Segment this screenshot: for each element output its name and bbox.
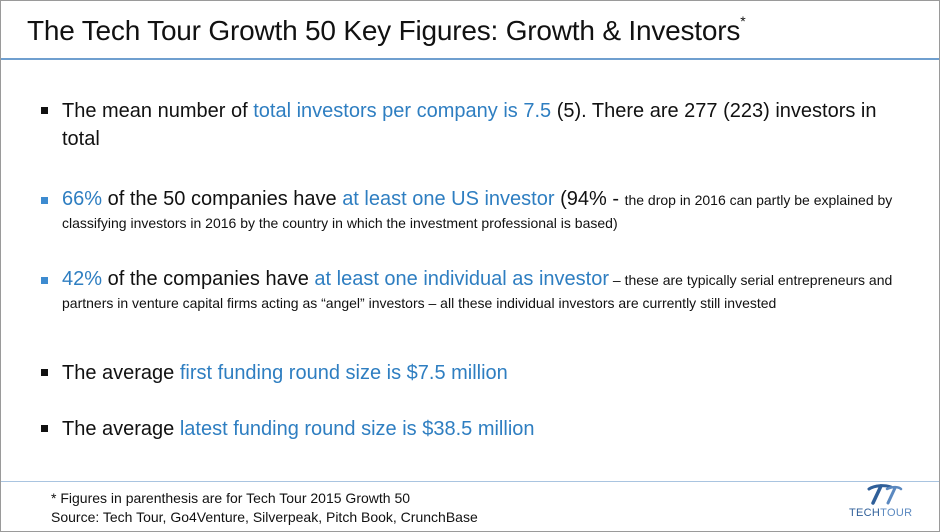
logo-wordmark: TECHTOUR xyxy=(849,507,912,519)
bullet-highlight: 66% xyxy=(62,188,103,210)
bullet-highlight: latest funding round size is $38.5 milli… xyxy=(179,418,535,440)
bullet-first-funding: The average first funding round size is … xyxy=(41,359,911,387)
bullet-individual-investor: 42% of the companies have at least one i… xyxy=(41,265,911,313)
bullet-text-part: The average xyxy=(62,418,180,440)
bullet-marker xyxy=(41,277,48,284)
bullet-us-investor: 66% of the 50 companies have at least on… xyxy=(41,185,911,233)
bullet-text-part: (5). There are 277 (223) investors in to… xyxy=(62,100,877,150)
bullet-detail: – these are typically serial entrepreneu… xyxy=(62,272,893,311)
footer-divider xyxy=(1,481,939,482)
bullet-text-part: of the 50 companies have xyxy=(102,188,343,210)
bullet-marker xyxy=(41,107,48,114)
source-line: Source: Tech Tour, Go4Venture, Silverpea… xyxy=(51,509,478,525)
title-footnote-mark: * xyxy=(740,12,746,29)
footer: * Figures in parenthesis are for Tech To… xyxy=(51,489,478,527)
bullet-detail: the drop in 2016 can partly be explained… xyxy=(62,192,893,231)
bullet-highlight: first funding round size is $7.5 million xyxy=(179,362,508,384)
bullet-text: 42% of the companies have at least one i… xyxy=(62,265,911,313)
bullet-text: 66% of the 50 companies have at least on… xyxy=(62,185,911,233)
tech-tour-logo-icon xyxy=(867,484,903,505)
logo-word-tech: TECH xyxy=(849,507,881,519)
bullet-text-part: (94% - xyxy=(554,188,625,210)
bullet-total-investors: The mean number of total investors per c… xyxy=(41,97,911,153)
bullet-text: The mean number of total investors per c… xyxy=(62,97,911,153)
logo-word-tour: TOUR xyxy=(880,507,913,519)
bullet-highlight: at least one individual as investor xyxy=(314,268,610,290)
bullet-text-part: of the companies have xyxy=(102,268,315,290)
bullet-highlight: 42% xyxy=(62,268,103,290)
page-title: The Tech Tour Growth 50 Key Figures: Gro… xyxy=(27,12,746,47)
bullet-latest-funding: The average latest funding round size is… xyxy=(41,415,911,443)
bullet-text-part: The mean number of xyxy=(62,100,254,122)
bullet-text: The average first funding round size is … xyxy=(62,359,911,387)
bullet-text-part: The average xyxy=(62,362,180,384)
bullet-text: The average latest funding round size is… xyxy=(62,415,911,443)
title-text: The Tech Tour Growth 50 Key Figures: Gro… xyxy=(27,15,741,46)
bullet-highlight: at least one US investor xyxy=(342,188,555,210)
bullet-highlight: total investors per company is 7.5 xyxy=(253,100,552,122)
bullet-marker xyxy=(41,425,48,432)
bullet-marker xyxy=(41,197,48,204)
bullet-marker xyxy=(41,369,48,376)
footnote: * Figures in parenthesis are for Tech To… xyxy=(51,490,411,506)
title-divider xyxy=(1,58,939,60)
